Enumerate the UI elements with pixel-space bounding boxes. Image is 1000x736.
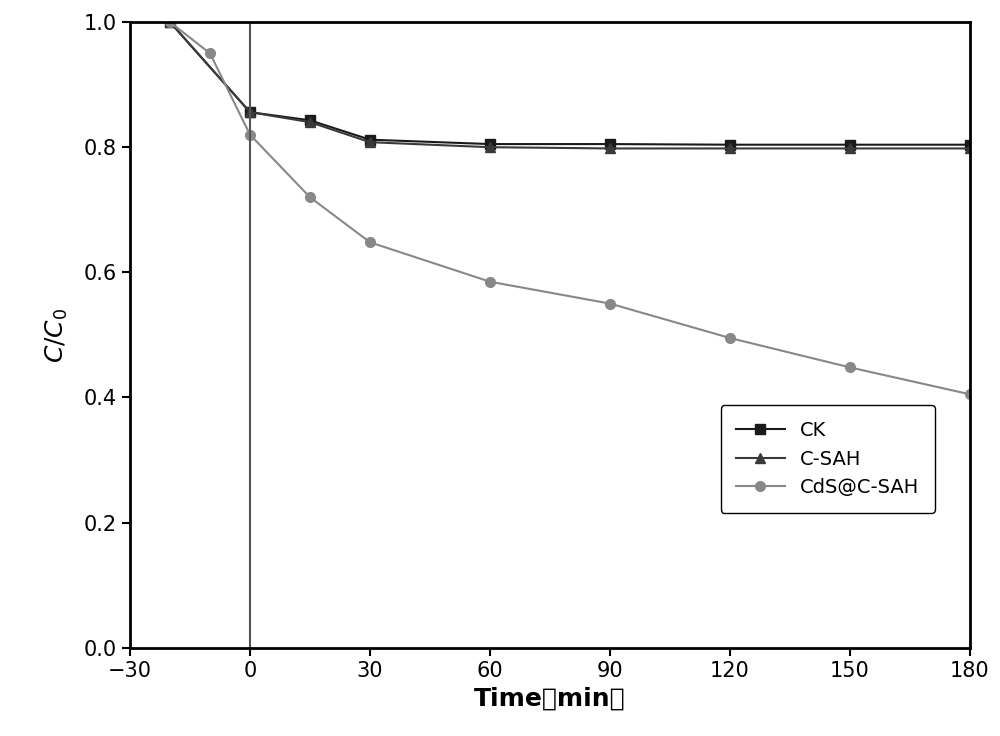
CdS@C-SAH [364,238,376,247]
CK [244,107,256,116]
CdS@C-SAH [204,49,216,58]
CK [304,116,316,124]
C-SAH [164,18,176,26]
CK [164,18,176,26]
C-SAH [484,143,496,152]
CK [724,141,736,149]
Legend: CK, C-SAH, CdS@C-SAH: CK, C-SAH, CdS@C-SAH [721,406,935,513]
X-axis label: Time（min）: Time（min） [474,687,626,710]
C-SAH [304,118,316,127]
CK [484,140,496,149]
CdS@C-SAH [484,277,496,286]
CK [844,141,856,149]
C-SAH [604,144,616,153]
CdS@C-SAH [844,363,856,372]
C-SAH [844,144,856,153]
C-SAH [364,138,376,146]
C-SAH [244,107,256,116]
CdS@C-SAH [604,300,616,308]
C-SAH [964,144,976,153]
CdS@C-SAH [244,130,256,139]
Line: CdS@C-SAH: CdS@C-SAH [165,17,975,399]
CK [364,135,376,144]
Line: C-SAH: C-SAH [165,17,975,153]
CdS@C-SAH [164,18,176,26]
CK [964,141,976,149]
Line: CK: CK [165,17,975,149]
CK [604,140,616,149]
CdS@C-SAH [964,390,976,399]
CdS@C-SAH [304,193,316,202]
C-SAH [724,144,736,153]
CdS@C-SAH [724,333,736,342]
Y-axis label: $C/C_0$: $C/C_0$ [43,307,70,363]
